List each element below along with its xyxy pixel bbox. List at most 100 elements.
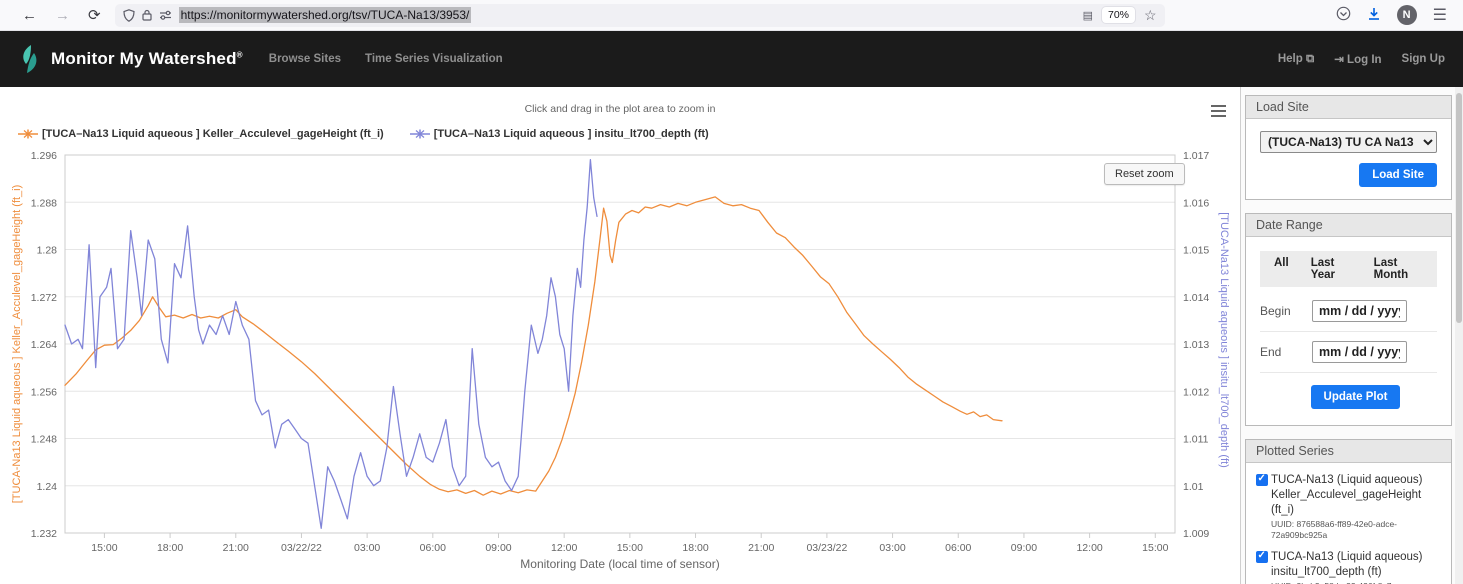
login-arrow-icon: ⇥ (1334, 54, 1344, 66)
reload-icon[interactable]: ⟳ (88, 7, 101, 24)
svg-text:03:00: 03:00 (879, 542, 905, 554)
x-axis-title: Monitoring Date (local time of sensor) (520, 557, 720, 571)
svg-text:1.013: 1.013 (1183, 339, 1209, 351)
svg-text:15:00: 15:00 (617, 542, 643, 554)
svg-text:1.014: 1.014 (1183, 292, 1209, 304)
scrollbar-thumb[interactable] (1456, 93, 1462, 323)
svg-text:1.015: 1.015 (1183, 245, 1209, 257)
reader-mode-icon[interactable]: ▤ (1082, 9, 1093, 22)
svg-text:06:00: 06:00 (420, 542, 446, 554)
page-zoom-button[interactable]: 70% (1102, 7, 1136, 23)
svg-text:1.272: 1.272 (31, 292, 57, 304)
leaf-logo-icon (23, 45, 37, 73)
lock-icon[interactable] (141, 9, 152, 21)
forward-icon[interactable]: → (55, 6, 70, 24)
date-range-panel: Date Range All Last Year Last Month Begi… (1245, 213, 1452, 426)
time-series-chart: 1.232 1.24 1.248 1.256 1.264 1.272 1.28 1.288 1.… (0, 87, 1240, 584)
series-checkbox[interactable] (1256, 550, 1268, 563)
brand-logo[interactable]: Monitor My Watershed® (18, 44, 243, 74)
tab-last-month[interactable]: Last Month (1373, 257, 1409, 281)
svg-text:03/22/22: 03/22/22 (281, 542, 322, 554)
svg-text:15:00: 15:00 (1142, 542, 1168, 554)
svg-text:1.264: 1.264 (31, 339, 57, 351)
svg-text:09:00: 09:00 (1011, 542, 1037, 554)
svg-text:1.296: 1.296 (31, 150, 57, 162)
update-plot-button[interactable]: Update Plot (1310, 385, 1401, 409)
svg-text:03:00: 03:00 (354, 542, 380, 554)
load-site-header: Load Site (1246, 96, 1451, 119)
sign-up-link[interactable]: Sign Up (1401, 53, 1445, 65)
svg-text:21:00: 21:00 (223, 542, 249, 554)
svg-text:1.011: 1.011 (1183, 434, 1209, 446)
site-header: Monitor My Watershed® Browse Sites Time … (0, 31, 1463, 87)
legend-item-depth[interactable]: [TUCA–Na13 Liquid aqueous ] insitu_lt700… (409, 128, 709, 140)
bookmark-star-icon[interactable]: ☆ (1144, 6, 1157, 23)
svg-text:18:00: 18:00 (157, 542, 183, 554)
svg-text:1.232: 1.232 (31, 528, 57, 540)
help-link[interactable]: Help ⧉ (1277, 52, 1315, 65)
site-select[interactable]: (TUCA-Na13) TU CA Na13 (1260, 131, 1437, 153)
shield-icon[interactable] (122, 8, 135, 22)
tab-all[interactable]: All (1274, 257, 1289, 269)
svg-text:[TUCA-Na13 Liquid aqueous ] Ke: [TUCA-Na13 Liquid aqueous ] Keller_Accul… (11, 185, 23, 504)
svg-text:12:00: 12:00 (1076, 542, 1102, 554)
star-marker-icon (409, 129, 430, 139)
legend-item-gage-height[interactable]: [TUCA–Na13 Liquid aqueous ] Keller_Accul… (18, 128, 384, 140)
svg-text:1.288: 1.288 (31, 197, 57, 209)
svg-text:1.256: 1.256 (31, 386, 57, 398)
account-avatar[interactable]: N (1396, 5, 1417, 25)
svg-text:1.24: 1.24 (37, 481, 58, 493)
svg-text:12:00: 12:00 (551, 542, 577, 554)
chart-legend: [TUCA–Na13 Liquid aqueous ] Keller_Accul… (18, 128, 709, 140)
address-bar[interactable]: https://monitormywatershed.org/tsv/TUCA-… (114, 3, 1165, 27)
chart-context-menu-icon[interactable] (1211, 102, 1233, 120)
chart-subtitle: Click and drag in the plot area to zoom … (524, 103, 716, 115)
svg-text:1.009: 1.009 (1183, 528, 1209, 540)
load-site-panel: Load Site (TUCA-Na13) TU CA Na13 Load Si… (1245, 95, 1452, 200)
svg-text:1.016: 1.016 (1183, 197, 1209, 209)
controls-sidebar: Load Site (TUCA-Na13) TU CA Na13 Load Si… (1241, 87, 1455, 584)
reset-zoom-button[interactable]: Reset zoom (1104, 163, 1185, 185)
nav-browse-sites[interactable]: Browse Sites (268, 53, 341, 65)
date-range-tabs: All Last Year Last Month (1260, 251, 1437, 287)
load-site-button[interactable]: Load Site (1359, 163, 1437, 187)
content-divider (1240, 87, 1241, 584)
svg-text:1.01: 1.01 (1183, 481, 1204, 493)
nav-time-series-visualization[interactable]: Time Series Visualization (365, 53, 503, 65)
brand-name: Monitor My Watershed® (51, 49, 243, 68)
plotted-series-header: Plotted Series (1246, 440, 1451, 463)
back-icon[interactable]: ← (22, 6, 37, 24)
tab-last-year[interactable]: Last Year (1310, 257, 1336, 281)
svg-text:15:00: 15:00 (91, 542, 117, 554)
end-date-input[interactable] (1312, 341, 1407, 363)
menu-icon[interactable]: ☰ (1432, 7, 1447, 24)
series-checkbox[interactable] (1256, 473, 1268, 486)
plotted-series-panel: Plotted Series TUCA-Na13 (Liquid aqueous… (1245, 439, 1452, 584)
window-scrollbar[interactable] (1455, 87, 1463, 584)
star-marker-icon (18, 129, 38, 139)
svg-text:06:00: 06:00 (945, 542, 971, 554)
plotted-series-row: TUCA-Na13 (Liquid aqueous) Keller_Accule… (1256, 473, 1441, 541)
log-in-link[interactable]: ⇥ Log In (1334, 54, 1382, 66)
svg-text:21:00: 21:00 (748, 542, 774, 554)
svg-text:[TUCA-Na13 Liquid aqueous ] in: [TUCA-Na13 Liquid aqueous ] insitu_lt700… (1218, 212, 1230, 468)
plotted-series-row: TUCA-Na13 (Liquid aqueous) insitu_lt700_… (1256, 550, 1441, 584)
downloads-icon[interactable] (1367, 7, 1381, 24)
permissions-icon[interactable] (159, 10, 172, 20)
plot-canvas[interactable]: 1.232 1.24 1.248 1.256 1.264 1.272 1.28 1.288 1.… (0, 87, 1240, 584)
end-label: End (1260, 345, 1282, 359)
browser-toolbar: ← → ⟳ https://monitormywatershed.org/tsv… (0, 0, 1463, 31)
begin-date-input[interactable] (1312, 300, 1407, 322)
series-uuid: UUID: 3bcb3a58-be32-426f-8c7c-e6c2a45aa1… (1271, 581, 1441, 584)
svg-text:1.012: 1.012 (1183, 386, 1209, 398)
begin-label: Begin (1260, 304, 1291, 318)
svg-text:1.28: 1.28 (37, 245, 58, 257)
svg-text:1.248: 1.248 (31, 434, 57, 446)
svg-text:03/23/22: 03/23/22 (806, 542, 847, 554)
pocket-icon[interactable] (1336, 6, 1351, 24)
svg-text:09:00: 09:00 (485, 542, 511, 554)
svg-text:1.017: 1.017 (1183, 150, 1209, 162)
external-link-icon: ⧉ (1305, 52, 1315, 65)
url-text[interactable]: https://monitormywatershed.org/tsv/TUCA-… (178, 7, 472, 23)
series-uuid: UUID: 876588a6-ff89-42e0-adce-72a909bc92… (1271, 518, 1398, 540)
